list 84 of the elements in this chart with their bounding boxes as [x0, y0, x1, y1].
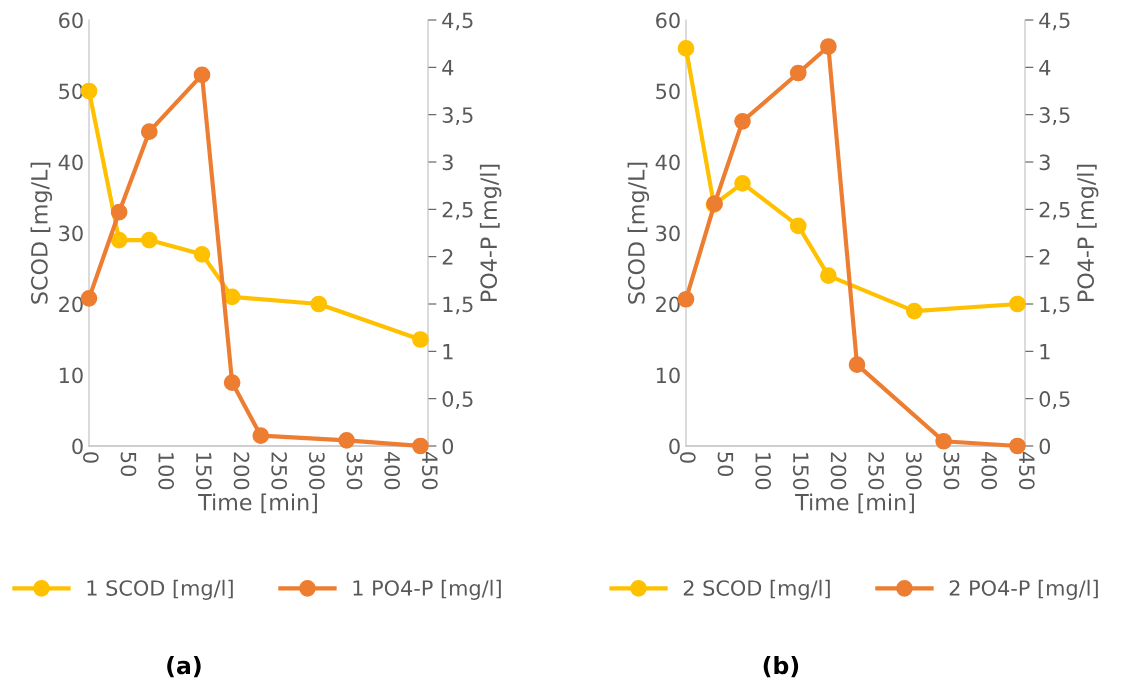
legend-label: 2 PO4-P [mg/l] — [949, 579, 1098, 600]
y-axis-title: SCOD [mg/L] — [627, 162, 650, 304]
x-axis-title: Time [min] — [795, 493, 914, 514]
legend-label: 1 SCOD [mg/l] — [87, 579, 233, 600]
x-tick-label: 300 — [905, 452, 922, 490]
y-tick-label: 40 — [655, 154, 680, 171]
point — [140, 231, 158, 249]
x-tick-label: 150 — [792, 453, 809, 490]
x-tick-label: 150 — [195, 453, 212, 490]
y-tick-label: 20 — [59, 296, 83, 313]
y-tick-label: 20 — [656, 296, 680, 313]
point — [412, 331, 429, 348]
x-tick-label: 0 — [82, 452, 99, 463]
y-tick-label: 30 — [656, 225, 680, 242]
x-tick-label: 350 — [346, 452, 363, 490]
x-tick-label: 100 — [158, 453, 175, 490]
y2-tick-label: 1 — [1040, 344, 1050, 360]
x-tick-label: 350 — [943, 452, 960, 490]
y-tick-label: 10 — [656, 367, 680, 384]
y2-tick-label: 4 — [1039, 60, 1051, 76]
point — [820, 267, 837, 284]
point — [223, 374, 241, 391]
point — [848, 356, 866, 373]
point — [734, 112, 751, 130]
point — [110, 203, 128, 221]
y2-tick-label: 3,5 — [442, 107, 473, 125]
point — [789, 64, 807, 82]
y2-tick-label: 2,5 — [1039, 201, 1070, 220]
y2-tick-label: 3,5 — [1039, 107, 1070, 125]
y2-tick-label: 1,5 — [443, 296, 473, 315]
y2-tick-label: 2 — [442, 249, 453, 265]
y-tick-label: 50 — [656, 83, 680, 100]
y-tick-label: 40 — [58, 154, 83, 171]
point — [223, 288, 241, 306]
x-tick-label: 200 — [830, 452, 847, 490]
y-tick-label: 60 — [656, 12, 680, 29]
x-tick-label: 450 — [1018, 451, 1035, 490]
y2-tick-label: 4 — [442, 60, 454, 76]
point — [820, 38, 837, 55]
point — [338, 431, 355, 449]
y2-axis-title: PO4-P [mg/l] — [1076, 164, 1099, 301]
point — [1009, 295, 1026, 313]
x-tick-label: 250 — [868, 452, 885, 490]
point — [310, 295, 328, 313]
legend-label: 2 SCOD [mg/l] — [683, 579, 830, 600]
y-tick-label: 10 — [59, 367, 83, 384]
y2-tick-label: 0,5 — [1039, 391, 1070, 409]
y2-tick-label: 1 — [443, 344, 453, 360]
y2-tick-label: 1,5 — [1040, 296, 1070, 315]
x-tick-label: 450 — [421, 451, 438, 490]
point — [789, 217, 807, 235]
point — [193, 66, 211, 84]
y2-tick-label: 2,5 — [442, 201, 473, 220]
y2-tick-label: 3 — [1039, 154, 1050, 171]
y-axis-title: SCOD [mg/L] — [30, 162, 53, 304]
y2-tick-label: 4,5 — [442, 12, 473, 31]
x-tick-label: 200 — [233, 452, 250, 490]
point — [905, 302, 923, 320]
point — [935, 432, 952, 450]
x-tick-label: 250 — [271, 452, 288, 490]
point — [252, 427, 270, 444]
x-tick-label: 50 — [120, 452, 137, 476]
y2-tick-label: 0,5 — [442, 391, 473, 409]
text: (b) — [763, 656, 799, 678]
text: (a) — [167, 656, 201, 678]
point — [140, 123, 158, 141]
y2-axis-title: PO4-P [mg/l] — [479, 164, 502, 301]
point — [734, 174, 751, 192]
y2-tick-label: 2 — [1039, 249, 1050, 265]
y2-tick-label: 3 — [442, 154, 453, 171]
x-tick-label: 400 — [384, 451, 401, 490]
point — [677, 40, 695, 57]
x-tick-label: 100 — [755, 453, 772, 490]
x-tick-label: 0 — [679, 452, 696, 463]
x-tick-label: 400 — [981, 451, 998, 490]
x-tick-label: 50 — [717, 452, 734, 476]
y-tick-label: 60 — [59, 12, 83, 29]
y2-tick-label: 4,5 — [1039, 12, 1070, 31]
x-tick-label: 300 — [308, 452, 325, 490]
y-tick-label: 30 — [59, 225, 83, 242]
legend-label: 1 PO4-P [mg/l] — [353, 579, 501, 600]
point — [110, 231, 128, 249]
x-axis-title: Time [min] — [198, 493, 317, 514]
point — [193, 245, 211, 263]
